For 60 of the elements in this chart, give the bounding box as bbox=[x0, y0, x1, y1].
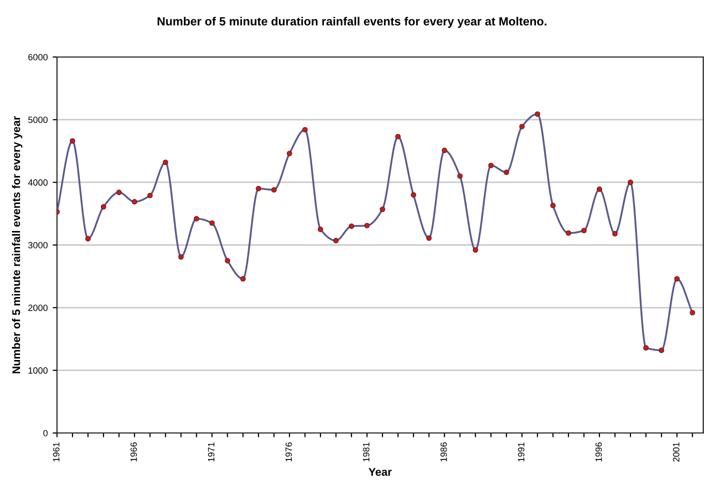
y-tick-label: 4000 bbox=[28, 179, 48, 186]
point bbox=[628, 180, 634, 186]
point bbox=[472, 247, 478, 253]
point bbox=[581, 228, 587, 234]
y-axis-title: Number of 5 minute rainfall events for every year bbox=[12, 116, 22, 374]
y-tick-label: 5000 bbox=[28, 116, 48, 124]
point bbox=[256, 186, 262, 192]
point bbox=[410, 192, 416, 198]
y-tick-label: 6000 bbox=[28, 54, 48, 60]
point bbox=[85, 236, 91, 242]
point bbox=[534, 111, 540, 117]
point bbox=[100, 204, 106, 210]
x-axis-title: Year bbox=[368, 468, 392, 476]
y-tick-label: 1000 bbox=[28, 367, 48, 374]
point bbox=[318, 226, 324, 232]
point bbox=[566, 230, 572, 236]
point bbox=[240, 276, 246, 282]
point bbox=[488, 162, 494, 168]
x-tick-label: 1991 bbox=[518, 442, 524, 462]
point bbox=[348, 223, 354, 229]
point bbox=[271, 187, 277, 193]
point bbox=[380, 206, 386, 212]
point bbox=[395, 134, 401, 140]
x-tick-label: 1976 bbox=[286, 442, 292, 462]
point bbox=[178, 254, 184, 260]
point bbox=[162, 160, 168, 165]
point bbox=[209, 220, 215, 226]
point bbox=[674, 276, 680, 282]
point bbox=[690, 310, 696, 316]
y-tick-label: 2000 bbox=[28, 304, 48, 312]
x-tick-label: 1961 bbox=[53, 442, 60, 462]
point bbox=[442, 148, 448, 154]
point bbox=[132, 199, 138, 204]
point bbox=[194, 216, 200, 222]
point bbox=[658, 348, 664, 353]
point bbox=[70, 138, 76, 144]
x-tick-label: 1996 bbox=[595, 442, 602, 462]
point bbox=[333, 238, 339, 244]
point bbox=[519, 124, 525, 130]
point bbox=[364, 222, 370, 228]
point bbox=[224, 258, 230, 264]
y-tick-label: 0 bbox=[43, 430, 48, 436]
x-tick-label: 1981 bbox=[363, 442, 370, 462]
point bbox=[426, 235, 432, 241]
x-tick-label: 1966 bbox=[130, 442, 137, 462]
point bbox=[147, 192, 153, 198]
chart-title: Number of 5 minute duration rainfall events for every year at Molteno. bbox=[158, 16, 546, 28]
point bbox=[302, 126, 308, 132]
x-tick-label: 1971 bbox=[208, 442, 214, 462]
x-tick-label: 1986 bbox=[440, 442, 447, 462]
point bbox=[504, 170, 510, 176]
x-tick-label: 2001 bbox=[672, 442, 680, 462]
point bbox=[643, 345, 649, 350]
point bbox=[116, 190, 122, 196]
point bbox=[612, 231, 618, 236]
point bbox=[457, 173, 463, 179]
point bbox=[286, 150, 292, 156]
y-tick-label: 3000 bbox=[28, 242, 48, 248]
point bbox=[550, 202, 556, 208]
point bbox=[596, 186, 602, 192]
